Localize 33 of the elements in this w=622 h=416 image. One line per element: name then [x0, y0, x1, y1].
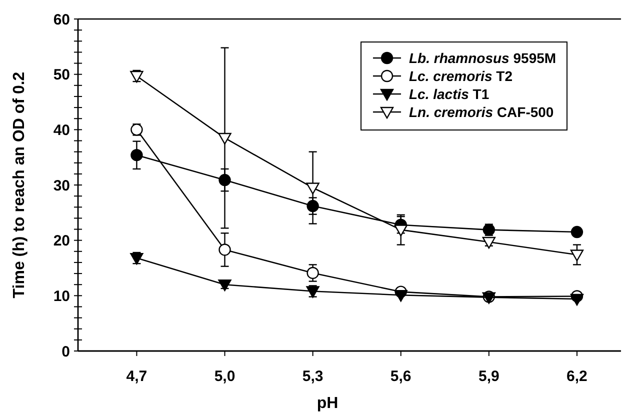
point — [394, 290, 408, 302]
x-tick-label: 5,6 — [390, 368, 412, 385]
point — [218, 244, 231, 256]
point — [218, 132, 232, 145]
legend-label: Ln. cremoris CAF-500 — [409, 104, 554, 120]
legend-label: Lc. cremoris T2 — [409, 68, 513, 84]
y-tick-label: 20 — [53, 232, 70, 250]
point — [130, 70, 144, 83]
point — [482, 236, 496, 249]
x-tick-label: 5,3 — [302, 368, 324, 385]
point — [570, 294, 584, 306]
y-tick-label: 10 — [53, 288, 70, 306]
x-axis-title: pH — [316, 395, 338, 412]
x-tick-label: 6,2 — [566, 368, 588, 385]
point — [306, 266, 319, 280]
y-tick-label: 0 — [62, 343, 70, 360]
legend-label: Lb. rhamnosus 9595M — [409, 50, 556, 66]
point — [570, 226, 584, 238]
x-tick-label: 5,0 — [214, 368, 236, 385]
y-tick-label: 30 — [53, 177, 70, 194]
x-tick-label: 4,7 — [126, 368, 148, 385]
y-tick-label: 40 — [53, 122, 70, 140]
x-tick-label: 5,9 — [478, 368, 500, 385]
point — [306, 182, 320, 194]
y-axis-title: Time (h) to reach an OD of 0.2 — [11, 72, 28, 298]
point — [306, 286, 320, 298]
point — [394, 224, 408, 236]
point — [570, 250, 584, 262]
legend-label: Lc. lactis T1 — [409, 86, 490, 102]
y-tick-label: 60 — [53, 11, 70, 28]
point — [130, 149, 143, 162]
y-tick-label: 50 — [53, 66, 70, 84]
point — [218, 280, 232, 292]
